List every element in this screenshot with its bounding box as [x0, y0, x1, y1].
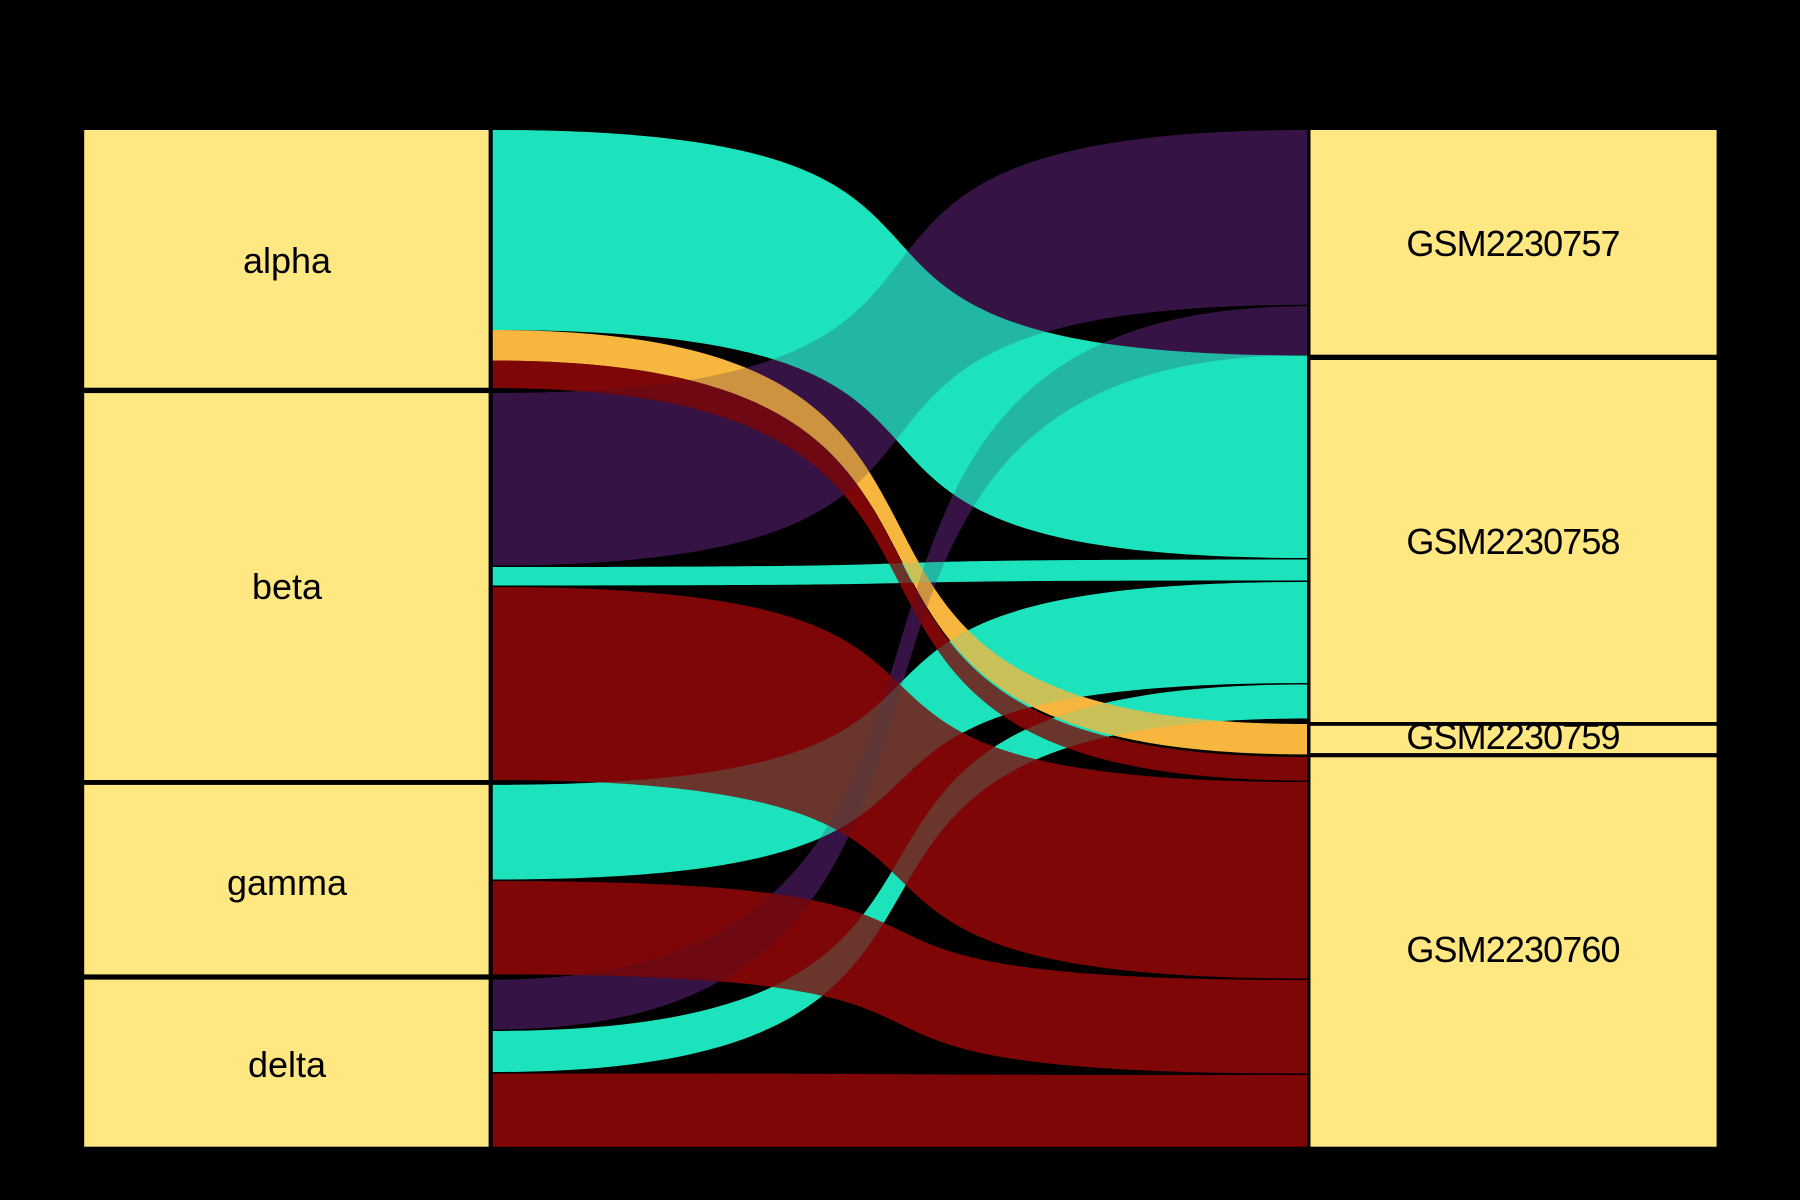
svg-text:GSM2230759: GSM2230759	[1406, 716, 1619, 757]
svg-text:delta: delta	[248, 1044, 327, 1085]
svg-text:GSM2230760: GSM2230760	[1406, 929, 1619, 970]
svg-text:gamma: gamma	[227, 862, 348, 903]
svg-text:beta: beta	[252, 566, 323, 607]
svg-text:GSM2230757: GSM2230757	[1406, 223, 1619, 264]
svg-text:GSM2230758: GSM2230758	[1406, 521, 1619, 562]
svg-text:alpha: alpha	[243, 240, 332, 281]
